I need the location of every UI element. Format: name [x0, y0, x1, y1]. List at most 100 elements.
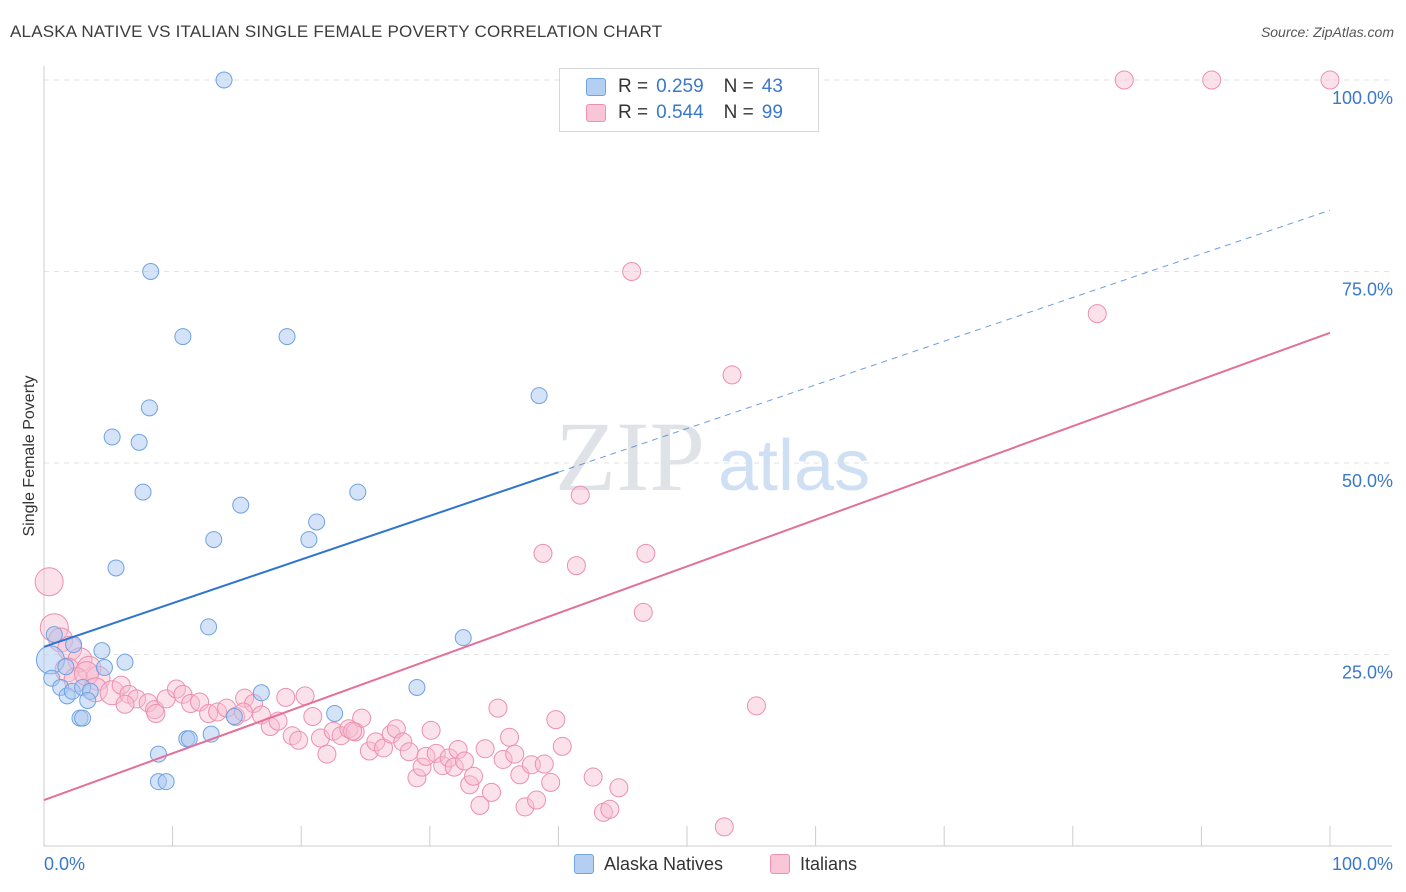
italians-point	[722, 365, 742, 385]
italians-point	[359, 741, 379, 761]
italians-point	[352, 708, 372, 728]
italians-point	[714, 817, 734, 837]
italians-point	[448, 739, 468, 759]
italians-point	[570, 485, 590, 505]
alaska-natives-point	[130, 433, 148, 451]
legend-n-value: 99	[761, 102, 783, 123]
legend-n-label: N =	[723, 102, 754, 123]
alaska-natives-point	[174, 328, 192, 346]
italians-point	[289, 730, 309, 750]
italians-point	[527, 790, 547, 810]
italians-point	[493, 749, 513, 769]
alaska-natives-point	[308, 513, 326, 531]
italians-point	[636, 543, 656, 563]
italians-point	[366, 732, 386, 752]
legend-n-value: 43	[761, 76, 783, 97]
chart-title: ALASKA NATIVE VS ITALIAN SINGLE FEMALE P…	[10, 22, 663, 41]
bottom-legend-swatch-blue	[574, 854, 594, 874]
italians-point	[407, 768, 427, 788]
alaska-natives-point	[107, 559, 125, 577]
x-tick-label: 100.0%	[1332, 854, 1393, 874]
italians-point	[546, 710, 566, 730]
watermark: ZIP atlas	[555, 401, 870, 512]
italians-point	[1114, 70, 1134, 90]
italians-point	[426, 743, 446, 763]
italians-points	[34, 70, 1340, 837]
italians-point	[1202, 70, 1222, 90]
watermark-zip: ZIP	[555, 401, 705, 512]
italians-point	[533, 543, 553, 563]
legend-n-label: N =	[723, 76, 754, 97]
italians-point	[393, 732, 413, 752]
alaska-natives-point	[149, 745, 167, 763]
bottom-legend-italians: Italians	[770, 852, 857, 876]
alaska-natives-point	[157, 773, 175, 791]
italians-point	[583, 767, 603, 787]
gridlines	[44, 79, 1392, 655]
alaska-natives-point	[93, 642, 111, 660]
y-tick-label: 25.0%	[1342, 663, 1393, 683]
alaska-natives-point	[232, 496, 250, 514]
bottom-legend-alaska-natives: Alaska Natives	[574, 852, 723, 876]
italians-point	[464, 766, 484, 786]
alaska-natives-point	[134, 483, 152, 501]
legend-swatch-pink	[586, 104, 606, 122]
italians-point	[421, 720, 441, 740]
italians-point	[475, 739, 495, 759]
italians-point	[455, 751, 475, 771]
alaska-natives-point	[215, 71, 233, 89]
alaska-natives-trend-extension	[558, 209, 1331, 473]
alaska-natives-point	[74, 709, 92, 727]
alaska-natives-point	[103, 428, 121, 446]
y-tick-label: 75.0%	[1342, 280, 1393, 300]
alaska-natives-point	[225, 708, 243, 726]
watermark-atlas: atlas	[718, 426, 870, 506]
bottom-legend-label: Italians	[800, 853, 858, 874]
italians-point	[633, 602, 653, 622]
alaska-natives-point	[530, 387, 548, 405]
italians-point	[566, 556, 586, 576]
bottom-legend-swatch-pink	[770, 854, 790, 874]
italians-point	[331, 726, 351, 746]
italians-point	[146, 703, 166, 723]
y-axis-label: Single Female Poverty	[21, 375, 38, 537]
italians-point	[303, 707, 323, 727]
alaska-natives-point	[57, 658, 75, 676]
legend-swatch-blue	[586, 78, 606, 96]
alaska-natives-point	[278, 328, 296, 346]
x-tick-label: 0.0%	[44, 854, 85, 874]
italians-trend-line	[43, 331, 1331, 801]
legend-row-italians: R = 0.544 N = 99	[586, 101, 783, 125]
italians-point	[235, 688, 255, 708]
y-tick-label: 50.0%	[1342, 471, 1393, 491]
italians-point	[609, 778, 629, 798]
alaska-natives-point	[454, 629, 472, 647]
tick-labels: 25.0% 50.0% 75.0% 100.0% 0.0% 100.0%	[44, 88, 1393, 874]
italians-point	[600, 799, 620, 819]
alaska-natives-point	[45, 626, 63, 644]
alaska-natives-points	[35, 71, 548, 791]
italians-point	[399, 742, 419, 762]
bottom-legend-label: Alaska Natives	[604, 853, 724, 874]
legend-r-value: 0.544	[656, 102, 704, 123]
italians-point	[746, 696, 766, 716]
italians-point	[470, 795, 490, 815]
italians-point	[622, 262, 642, 281]
alaska-natives-point	[300, 531, 318, 549]
italians-point	[500, 727, 520, 747]
italians-point	[412, 757, 432, 777]
italians-point	[343, 721, 363, 741]
italians-point	[381, 724, 401, 744]
italians-point	[1320, 70, 1340, 90]
legend-r-label: R =	[618, 76, 649, 97]
italians-point	[552, 736, 572, 756]
alaska-natives-point	[79, 691, 97, 709]
legend-r-value: 0.259	[656, 76, 704, 97]
italians-point	[416, 746, 436, 766]
italians-point	[115, 694, 135, 714]
italians-point	[1087, 304, 1107, 324]
alaska-natives-point	[252, 684, 270, 702]
legend-row-alaska-natives: R = 0.259 N = 43	[586, 75, 783, 99]
alaska-natives-point	[326, 704, 344, 722]
alaska-natives-point	[408, 678, 426, 696]
